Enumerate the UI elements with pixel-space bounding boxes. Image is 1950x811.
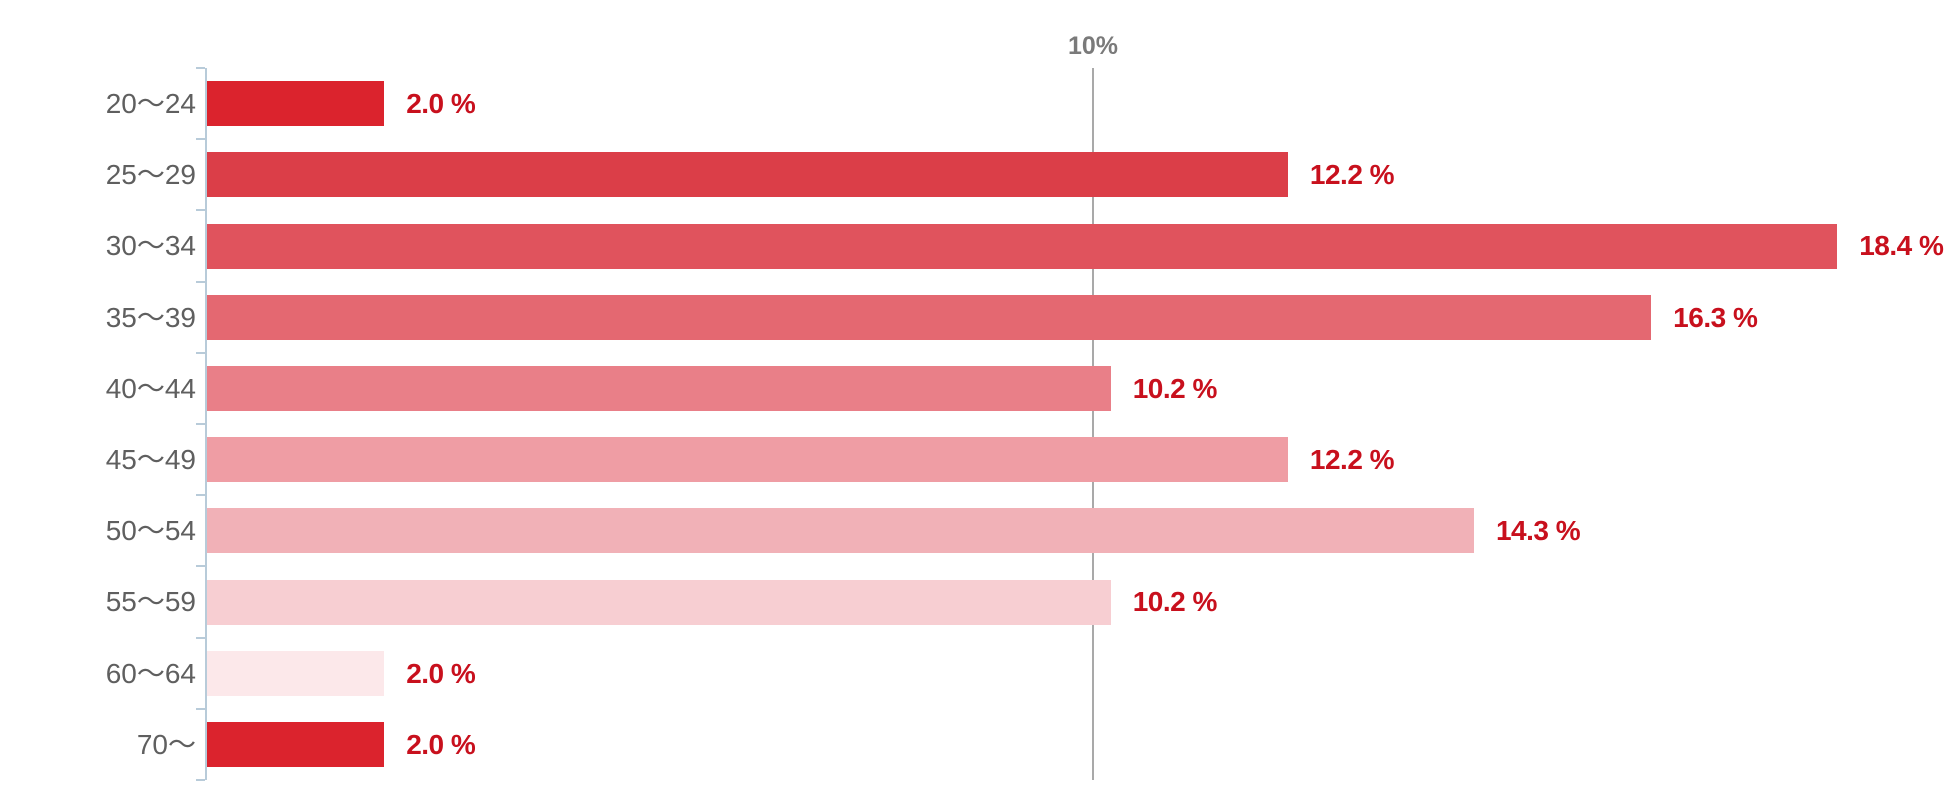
category-label: 50〜54 [105, 515, 196, 547]
y-axis-tick [196, 351, 205, 354]
y-axis-tick [196, 707, 205, 710]
category-label: 35〜39 [105, 301, 196, 333]
category-label: 30〜34 [105, 230, 196, 262]
y-axis-line [205, 68, 207, 780]
category-label: 20〜24 [105, 88, 196, 119]
value-label: 2.0 % [406, 728, 476, 760]
y-axis-tick [196, 67, 205, 69]
y-axis-tick [196, 494, 205, 497]
gridline-10pct [1092, 68, 1094, 780]
bar [207, 579, 1111, 625]
category-label: 70〜 [136, 728, 196, 760]
value-label: 18.4 % [1859, 230, 1944, 262]
category-label: 60〜64 [105, 657, 196, 689]
bar [207, 365, 1111, 411]
bar [207, 152, 1288, 198]
value-label: 16.3 % [1673, 301, 1758, 333]
y-axis-tick [196, 138, 205, 141]
value-label: 10.2 % [1132, 372, 1218, 404]
value-label: 2.0 % [406, 657, 476, 689]
category-label: 45〜49 [105, 444, 196, 475]
category-label: 55〜59 [105, 586, 196, 618]
y-axis-tick [196, 636, 205, 639]
value-label: 10.2 % [1132, 586, 1218, 618]
bar [207, 223, 1838, 269]
bar [207, 81, 385, 127]
value-label: 14.3 % [1495, 515, 1581, 547]
y-axis-tick [196, 565, 205, 568]
y-axis-tick [196, 280, 205, 283]
y-axis-tick [196, 423, 205, 425]
bar [207, 508, 1474, 554]
value-label: 2.0 % [406, 88, 476, 119]
bar [207, 650, 385, 696]
y-axis-tick [196, 209, 205, 212]
bar [207, 437, 1288, 483]
value-label: 12.2 % [1309, 159, 1395, 191]
value-label: 12.2 % [1309, 444, 1395, 475]
category-label: 40〜44 [105, 372, 196, 404]
bar [207, 721, 385, 767]
gridline-label-10pct: 10% [1067, 32, 1119, 60]
category-label: 25〜29 [105, 159, 196, 191]
y-axis-tick [196, 779, 205, 781]
bar [207, 294, 1652, 340]
